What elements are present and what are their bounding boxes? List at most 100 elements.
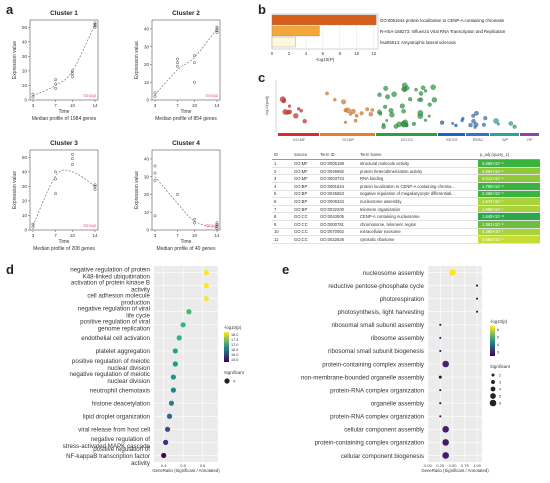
category-bar [438,133,465,136]
term-dot [439,349,442,352]
panel-letter-a: a [6,2,14,17]
table-row: 2 GO:MF GO:0046982 protein heterodimerizati… [272,167,540,176]
term-dot [381,123,386,127]
term-dot [449,269,456,276]
term-dot [163,439,169,445]
term-dot [172,348,178,354]
cluster-4-plot: Cluster 4 0 10 20 30 40 3 7 10 14 Expression value… [134,140,221,252]
data-point [71,69,74,73]
row-term-name: telomere organization [358,205,478,214]
term-dot [438,375,442,379]
cluster-3-plot: Cluster 3 0 10 20 30 40 50 3 7 10 14 Expression val… [12,140,99,252]
term-dot [341,99,346,105]
term-label: endothelial cell activation [81,335,150,342]
y-tick-label: 50 [22,155,28,160]
term-dot [442,360,449,368]
term-label: photosynthesis, light harvesting [338,309,425,316]
panel-letter-c: c [258,70,266,85]
row-term-id: GO:0046982 [318,167,358,176]
term-label: genome replication [98,326,151,333]
term-label: negative regulation of meiotic [70,371,151,378]
x-tick-label: 0.75 [461,463,470,468]
data-point [215,25,219,29]
row-id: 5 [272,190,292,199]
median-curve [32,169,96,226]
term-dot [166,413,173,419]
x-tick-label: 0 [271,51,274,56]
cluster-2-plot: Cluster 2 0 10 20 30 40 3 7 10 14 Expression value… [134,10,221,122]
term-dot [293,113,299,119]
category-bar [376,133,437,136]
color-tick-label: 5 [497,336,499,340]
go-terms-table: ID Source Term ID Term Name p_adj (query… [272,150,540,244]
color-legend-title: -log10(p) [224,325,242,330]
data-point [215,30,219,34]
color-tick-label: 6 [497,328,499,332]
term-dot [354,114,359,118]
category-bar [490,133,519,136]
data-point [93,25,97,29]
group-legend: Group [83,223,96,228]
term-dot [471,113,476,118]
x-tick-label: 7 [54,233,57,238]
term-dot [427,102,432,107]
x-tick-label: 14 [214,103,220,108]
cluster-caption: Median profile of 854 genes [155,116,217,122]
data-point [71,72,74,76]
cluster-caption: Median profile of 1984 genes [32,116,97,122]
row-padj: 4.380×10⁻⁷ [478,228,540,237]
term-dot [399,103,405,109]
term-dot [417,97,421,102]
row-id: 3 [272,174,292,183]
term-label: production [121,299,150,306]
term-dot [440,120,445,125]
term-label: positive regulation of viral [80,319,150,326]
enrichment-bar-panel: 0 2 4 6 8 10 12 -log10(P) GO:0061644 protein loc… [271,13,506,62]
term-label: stress-activated MAPK cascade [63,443,151,450]
term-label: ribosomal small subunit assembly [331,322,424,329]
y-tick-label: 10 [144,210,150,215]
x-tick-label: 10 [70,103,76,108]
color-tick-label: 17.5 [231,338,238,342]
row-padj: 1.874×10⁻⁷ [478,197,540,206]
term-label: protein-containing complex assembly [322,361,425,368]
color-tick-label: 3 [497,351,499,355]
term-label: activity [131,460,151,467]
data-point [176,64,179,68]
row-term-name: negative regulation of megakaryocyte dif… [358,190,478,199]
term-label: protein-RNA complex organization [330,414,424,421]
term-dot [161,452,167,459]
y-axis-label: Expression value [134,171,140,209]
data-point [31,92,35,96]
median-curve [154,28,218,95]
term-label: cellular component assembly [344,427,425,434]
term-dot [297,107,301,111]
group-legend: Group [205,223,218,228]
row-padj: 1.968×10⁻⁷ [478,205,540,214]
row-padj: 3.668×10⁻⁶ [478,235,540,244]
y-axis-label: Expression value [12,171,18,209]
header-term-name: Term Name [358,150,478,161]
row-padj: 1.649×10⁻¹¹ [478,212,540,221]
table-row: 7 GO:BP GO:0032200 telomere organization 1.9… [272,205,540,214]
term-dot [476,297,479,300]
x-tick-label: 14 [214,233,220,238]
data-point [54,82,57,86]
x-tick-label: 7 [176,233,179,238]
data-point [215,29,219,33]
term-dot [439,389,442,392]
term-label: positive regulation of meiotic [72,358,150,365]
size-legend-dot [224,378,230,384]
term-dot [353,119,358,123]
row-padj: 4.012×10⁻⁶ [478,174,540,183]
x-tick-label: 14 [92,233,98,238]
term-dot [460,119,464,123]
term-dot [451,122,455,125]
header-padj: p_adj (query_1) [478,150,540,161]
term-dot [168,400,175,406]
row-id: 10 [272,228,292,237]
table-row: 6 GO:BP GO:0006334 nucleosome assembly 1.874… [272,197,540,206]
row-source: GO:MF [292,174,318,183]
data-point [193,61,196,65]
